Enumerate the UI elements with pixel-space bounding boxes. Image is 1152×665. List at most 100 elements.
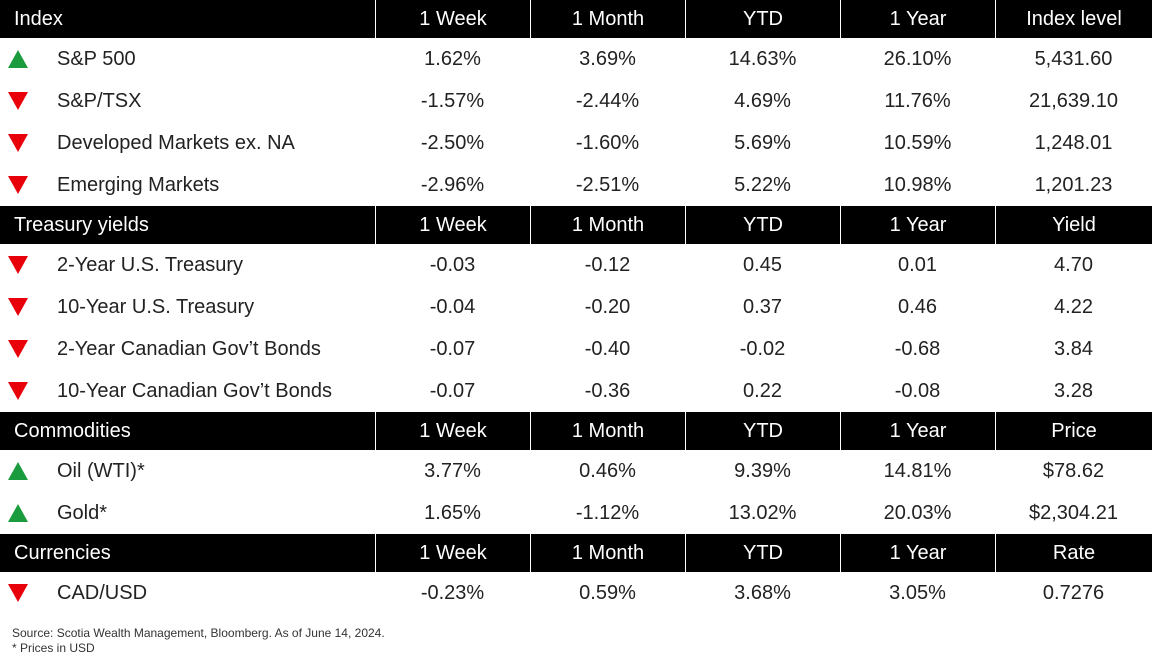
row-label: Oil (WTI)* [57,459,145,482]
header-cell: 1 Week [376,0,530,38]
header-cell: 1 Year [841,534,995,572]
header-cell: 1 Year [841,0,995,38]
trend-icon [8,340,28,358]
header-cell: Commodities [0,412,375,450]
row-value: 0.7276 [1042,581,1105,604]
up-arrow [8,504,28,522]
footnote: Source: Scotia Wealth Management, Bloomb… [12,626,385,640]
row-value: -2.44% [575,89,640,112]
row-value: 0.46 [898,295,937,318]
row-label: 10-Year Canadian Gov’t Bonds [57,379,332,402]
row-value: 5.22% [734,173,791,196]
trend-icon [8,134,28,152]
row-value: 0.59% [579,581,636,604]
row-value: 5.69% [734,131,791,154]
row-value: 0.46% [579,459,636,482]
down-arrow [8,340,28,358]
row-value: 4.22 [1054,295,1093,318]
row-value: -0.03 [429,253,476,276]
trend-icon [8,462,28,480]
row-value: 0.22 [743,379,782,402]
header-cell: 1 Year [841,412,995,450]
row-value: -0.23% [420,581,485,604]
row-value: 26.10% [883,47,952,70]
down-arrow [8,584,28,602]
row-label: CAD/USD [57,581,148,604]
row-value: -0.07 [429,379,476,402]
header-cell: YTD [686,534,840,572]
trend-icon [8,176,28,194]
header-cell: 1 Month [531,206,685,244]
header-cell: Index [0,0,375,38]
row-label: S&P 500 [57,47,136,70]
header-cell: Rate [996,534,1152,572]
header-cell: YTD [686,206,840,244]
row-value: 0.01 [898,253,937,276]
trend-icon [8,256,28,274]
down-arrow [8,92,28,110]
row-label: S&P/TSX [57,89,142,112]
row-value: 1.65% [424,501,481,524]
down-arrow [8,134,28,152]
row-value: 13.02% [728,501,797,524]
row-value: -1.12% [575,501,640,524]
row-value: 21,639.10 [1029,89,1118,112]
row-value: 3.77% [424,459,481,482]
row-value: 3.69% [579,47,636,70]
header-cell: 1 Month [531,0,685,38]
row-value: 4.69% [734,89,791,112]
row-value: -0.68 [894,337,941,360]
trend-icon [8,504,28,522]
header-cell: Currencies [0,534,375,572]
row-label: 2-Year U.S. Treasury [57,253,244,276]
header-cell: 1 Week [376,206,530,244]
row-value: -0.12 [584,253,631,276]
down-arrow [8,176,28,194]
header-cell: 1 Week [376,534,530,572]
row-value: -2.96% [420,173,485,196]
up-arrow [8,50,28,68]
header-cell: Index level [996,0,1152,38]
row-value: 20.03% [883,501,952,524]
row-value: -0.07 [429,337,476,360]
trend-icon [8,584,28,602]
row-value: -0.40 [584,337,631,360]
row-label: 10-Year U.S. Treasury [57,295,255,318]
row-value: $78.62 [1042,459,1105,482]
header-cell: 1 Month [531,412,685,450]
row-value: 3.84 [1054,337,1093,360]
row-label: 2-Year Canadian Gov’t Bonds [57,337,321,360]
row-value: -0.36 [584,379,631,402]
up-arrow [8,462,28,480]
header-cell: 1 Week [376,412,530,450]
row-value: 1.62% [424,47,481,70]
trend-icon [8,298,28,316]
header-cell: Treasury yields [0,206,375,244]
header-cell: Price [996,412,1152,450]
header-cell: YTD [686,412,840,450]
row-value: -1.57% [420,89,485,112]
row-value: 0.37 [743,295,782,318]
row-value: -0.08 [894,379,941,402]
header-cell: Yield [996,206,1152,244]
down-arrow [8,298,28,316]
row-value: 10.98% [883,173,952,196]
row-value: 3.05% [889,581,946,604]
down-arrow [8,382,28,400]
header-cell: YTD [686,0,840,38]
row-value: 14.81% [883,459,952,482]
trend-icon [8,382,28,400]
row-value: -0.02 [739,337,786,360]
row-value: 14.63% [728,47,797,70]
row-value: -0.04 [429,295,476,318]
footnote: * Prices in USD [12,641,95,655]
row-value: 9.39% [734,459,791,482]
down-arrow [8,256,28,274]
row-value: 10.59% [883,131,952,154]
row-value: 5,431.60 [1034,47,1113,70]
row-value: 0.45 [743,253,782,276]
row-value: -2.50% [420,131,485,154]
header-cell: 1 Month [531,534,685,572]
row-value: 3.68% [734,581,791,604]
